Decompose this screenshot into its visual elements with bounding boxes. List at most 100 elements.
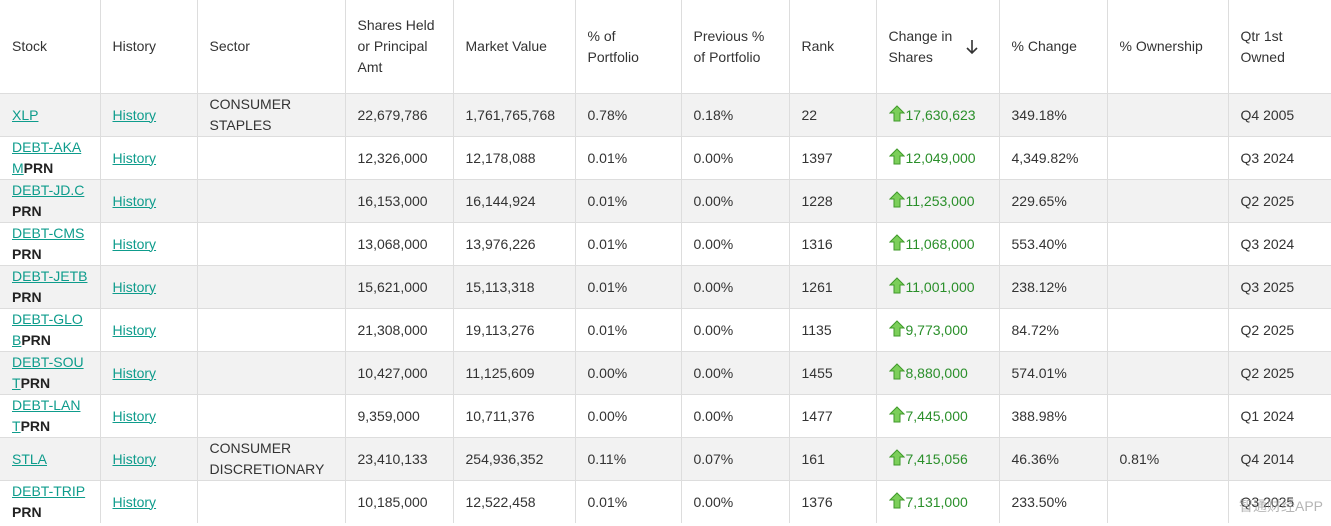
pct-change-cell: 84.72% xyxy=(998,308,1107,352)
pct-change: 233.50% xyxy=(1011,493,1067,510)
ticker-link[interactable]: DEBT-LANT xyxy=(12,397,81,434)
value: 11,125,609 xyxy=(465,364,535,381)
column-header: Market Value xyxy=(452,0,575,94)
shares: 23,410,133 xyxy=(357,450,428,467)
table-row: DEBT-GLOBPRN History 21,308,000 19,113,276 0… xyxy=(0,308,1331,352)
pct-change-cell: 233.50% xyxy=(998,480,1107,523)
up-arrow-icon xyxy=(888,190,905,207)
prev: 0.00% xyxy=(693,149,734,166)
history-cell: History xyxy=(99,179,197,223)
up-arrow-icon xyxy=(888,362,905,379)
prev: 0.00% xyxy=(693,364,734,381)
qtr-cell: Q4 2005 xyxy=(1227,93,1331,137)
ticker-link[interactable]: DEBT-CMS xyxy=(12,225,85,241)
value: 15,113,318 xyxy=(465,278,535,295)
shares: 15,621,000 xyxy=(357,278,428,295)
change-shares: 17,630,623 xyxy=(905,106,976,123)
table-row: DEBT-TRIP PRN History 10,185,000 12,522,458 0… xyxy=(0,480,1331,523)
history-cell: History xyxy=(99,394,197,438)
table-row: DEBT-JD.C PRN History 16,153,000 16,144,924 0… xyxy=(0,179,1331,223)
pct-cell: 0.01% xyxy=(574,480,681,523)
pct-cell: 0.00% xyxy=(574,394,681,438)
prev: 0.00% xyxy=(693,278,734,295)
value: 19,113,276 xyxy=(465,321,535,338)
up-arrow-icon xyxy=(888,233,905,250)
pct-change-cell: 574.01% xyxy=(998,351,1107,395)
history-link[interactable]: History xyxy=(112,192,157,209)
ticker-link[interactable]: DEBT-JD.C xyxy=(12,182,85,198)
history-cell: History xyxy=(99,93,197,137)
pct-change: 553.40% xyxy=(1011,235,1067,252)
history-link[interactable]: History xyxy=(112,235,157,252)
table-row: DEBT-AKAMPRN History 12,326,000 12,178,088 0… xyxy=(0,136,1331,180)
ticker-link[interactable]: DEBT-TRIP xyxy=(12,483,86,499)
ticker-link[interactable]: STLA xyxy=(12,450,48,467)
table-row: STLA History CONSUMER DISCRETIONARY 23,410,… xyxy=(0,437,1331,481)
sector-cell: CONSUMER STAPLES xyxy=(196,93,345,137)
stock-cell: DEBT-AKAMPRN xyxy=(0,136,100,180)
pct-change: 349.18% xyxy=(1011,106,1067,123)
value-cell: 16,144,924 xyxy=(452,179,575,223)
shares: 10,185,000 xyxy=(357,493,428,510)
history-link[interactable]: History xyxy=(112,364,157,381)
rank: 1228 xyxy=(801,192,833,209)
table-row: DEBT-LANTPRN History 9,359,000 10,711,376 0.… xyxy=(0,394,1331,438)
ownership-cell xyxy=(1106,93,1228,137)
header-row: Stock History Sector Shares Held or Princip… xyxy=(0,0,1331,94)
qtr-cell: Q3 2025 xyxy=(1227,480,1331,523)
sector: CONSUMER STAPLES xyxy=(209,96,292,133)
pct: 0.11% xyxy=(587,450,627,467)
shares-cell: 10,185,000 xyxy=(344,480,453,523)
ticker-link[interactable]: DEBT-SOUT xyxy=(12,354,84,391)
pct-change-cell: 349.18% xyxy=(998,93,1107,137)
rank: 1135 xyxy=(801,321,832,338)
history-link[interactable]: History xyxy=(112,278,157,295)
change-cell: 7,445,000 xyxy=(875,394,999,438)
ticker-suffix: PRN xyxy=(12,246,42,262)
rank: 1316 xyxy=(801,235,833,252)
stock-cell: DEBT-LANTPRN xyxy=(0,394,100,438)
pct-cell: 0.11% xyxy=(574,437,681,481)
history-link[interactable]: History xyxy=(112,450,157,467)
value-cell: 19,113,276 xyxy=(452,308,575,352)
shares-cell: 22,679,786 xyxy=(344,93,453,137)
prev-cell: 0.00% xyxy=(680,179,789,223)
history-link[interactable]: History xyxy=(112,106,157,123)
value: 10,711,376 xyxy=(465,407,535,424)
value: 16,144,924 xyxy=(465,192,536,209)
shares-cell: 15,621,000 xyxy=(344,265,453,309)
rank: 1376 xyxy=(801,493,833,510)
ticker-suffix: PRN xyxy=(21,332,51,348)
ticker-link[interactable]: DEBT-JETB xyxy=(12,268,88,284)
pct: 0.01% xyxy=(587,278,628,295)
history-link[interactable]: History xyxy=(112,321,157,338)
pct: 0.01% xyxy=(587,192,628,209)
ticker-link[interactable]: DEBT-GLOB xyxy=(12,311,83,348)
value-cell: 10,711,376 xyxy=(452,394,575,438)
change-shares: 12,049,000 xyxy=(905,149,976,166)
pct-change-cell: 553.40% xyxy=(998,222,1107,266)
pct-change: 84.72% xyxy=(1011,321,1059,338)
ticker-link[interactable]: XLP xyxy=(12,106,39,123)
value-cell: 12,178,088 xyxy=(452,136,575,180)
value: 12,178,088 xyxy=(465,149,536,166)
shares-cell: 10,427,000 xyxy=(344,351,453,395)
history-cell: History xyxy=(99,136,197,180)
change-shares: 7,415,056 xyxy=(905,450,968,467)
history-cell: History xyxy=(99,480,197,523)
column-header: % Ownership xyxy=(1106,0,1228,94)
history-link[interactable]: History xyxy=(112,149,157,166)
rank-cell: 1455 xyxy=(788,351,876,395)
change-cell: 7,415,056 xyxy=(875,437,999,481)
history-link[interactable]: History xyxy=(112,407,157,424)
up-arrow-icon xyxy=(888,276,905,293)
history-link[interactable]: History xyxy=(112,493,157,510)
qtr-first-owned: Q1 2024 xyxy=(1240,407,1295,424)
column-header[interactable]: Change in Shares xyxy=(875,0,999,94)
table-row: DEBT-JETB PRN History 15,621,000 15,113,318 0… xyxy=(0,265,1331,309)
value-cell: 254,936,352 xyxy=(452,437,575,481)
ticker-link[interactable]: DEBT-AKAM xyxy=(12,139,82,176)
header-label: Rank xyxy=(801,38,835,54)
pct-change-cell: 229.65% xyxy=(998,179,1107,223)
ownership: 0.81% xyxy=(1119,450,1160,467)
